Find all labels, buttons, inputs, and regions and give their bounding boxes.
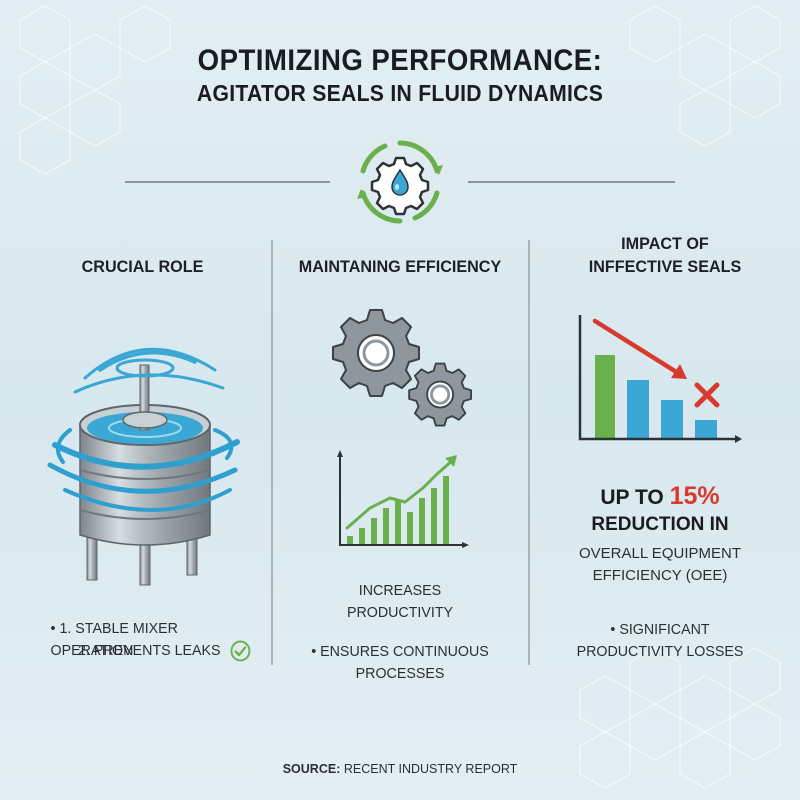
impact-heading: IMPACT OF INFFECTIVE SEALS	[546, 232, 784, 278]
page-subtitle: AGITATOR SEALS IN FLUID DYNAMICS	[196, 80, 604, 106]
impact-item-line2: PRODUCTIVITY LOSSES	[576, 643, 744, 660]
efficiency-item-line2: PROCESSES	[355, 665, 445, 682]
increases-text-line1: INCREASES	[358, 582, 442, 599]
column-divider-left	[271, 240, 273, 665]
stat-value: 15%	[669, 482, 720, 510]
stat-headline: UP TO 15%	[530, 482, 790, 511]
decline-bar-chart-icon	[578, 315, 742, 443]
stat-desc-line2: EFFICIENCY (OEE)	[592, 567, 728, 584]
crucial-role-item-2: 2. PREVENTS LEAKS	[78, 640, 268, 662]
check-circle-icon	[230, 640, 251, 662]
source-footer: SOURCE: RECENT INDUSTRY REPORT	[0, 762, 800, 776]
stat-reduction-text: REDUCTION IN	[591, 514, 729, 535]
increases-productivity-text: INCREASES PRODUCTIVITY	[305, 580, 495, 624]
gear-droplet-icon	[357, 140, 443, 224]
efficiency-item-line1: • ENSURES CONTINUOUS	[311, 643, 489, 660]
impact-item: • SIGNIFICANT PRODUCTIVITY LOSSES	[551, 619, 770, 663]
crucial-role-heading: CRUCIAL ROLE	[81, 257, 204, 276]
column-divider-right	[528, 240, 530, 665]
efficiency-item: • ENSURES CONTINUOUS PROCESSES	[296, 641, 505, 685]
impact-heading-line1: IMPACT OF	[621, 234, 709, 253]
red-x-icon	[694, 382, 720, 408]
source-label: SOURCE:	[282, 762, 341, 776]
crucial-role-item-1: • 1. STABLE MIXER OPERATION	[50, 620, 178, 659]
efficiency-heading: MAINTANING EFFICIENCY	[298, 257, 502, 276]
stat-desc-line1: OVERALL EQUIPMENT	[579, 545, 741, 562]
growth-bar-chart-icon	[337, 450, 469, 548]
header-divider-right	[468, 181, 675, 183]
header-divider-left	[125, 181, 330, 183]
gears-icon	[332, 309, 473, 427]
increases-text-line2: PRODUCTIVITY	[346, 604, 454, 621]
impact-item-line1: • SIGNIFICANT	[610, 621, 710, 638]
page-title: OPTIMIZING PERFORMANCE:	[197, 44, 603, 77]
stat-prefix: UP TO	[600, 486, 664, 509]
stat-description: OVERALL EQUIPMENT EFFICIENCY (OEE)	[530, 543, 790, 587]
mixer-tank-icon	[47, 347, 240, 586]
source-text: RECENT INDUSTRY REPORT	[343, 762, 518, 776]
impact-heading-line2: INFFECTIVE SEALS	[588, 257, 742, 276]
